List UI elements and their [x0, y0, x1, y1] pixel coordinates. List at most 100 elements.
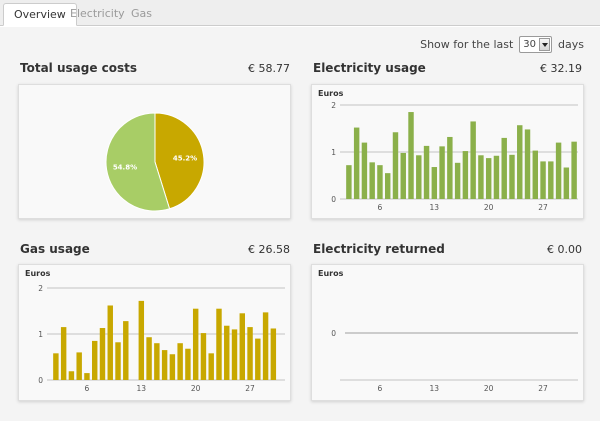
x-tick-label: 27 — [245, 384, 255, 393]
x-tick-label: 13 — [430, 203, 440, 212]
tab-electricity[interactable]: Electricity — [70, 7, 125, 20]
period-selector: Show for the last 30 days — [420, 36, 584, 53]
chevron-down-icon[interactable] — [539, 38, 551, 51]
bar — [169, 354, 176, 380]
bar — [185, 348, 191, 380]
bar — [431, 167, 438, 199]
bar — [224, 325, 230, 380]
bar — [123, 321, 129, 380]
y-axis-title: Euros — [318, 269, 344, 278]
bar — [454, 162, 461, 199]
x-tick-label: 6 — [378, 384, 383, 393]
bar — [146, 337, 152, 380]
bar — [478, 155, 484, 199]
bar — [346, 165, 352, 199]
bar — [84, 373, 90, 380]
electricity-returned-chart: Euros 0 6 13 20 27 — [311, 264, 584, 401]
pie-slice — [154, 112, 205, 210]
bar — [60, 327, 67, 380]
bar — [416, 155, 422, 199]
bar — [107, 305, 113, 380]
bar — [439, 146, 445, 199]
bar — [361, 142, 368, 199]
y-tick-label: 0 — [38, 376, 43, 385]
bar — [501, 137, 507, 199]
total-costs-chart: 45.2% 54.8% — [18, 84, 291, 219]
bar — [517, 125, 523, 199]
period-suffix-label: days — [558, 38, 584, 51]
total-costs-pie-chart: 45.2% 54.8% — [105, 112, 205, 212]
bar — [91, 340, 98, 380]
y-tick-label: 1 — [331, 148, 336, 157]
bar — [231, 329, 238, 380]
bar — [548, 161, 554, 199]
bar — [392, 132, 399, 199]
x-tick-label: 6 — [85, 384, 90, 393]
bar — [384, 173, 391, 199]
gas-usage-title: Gas usage — [20, 242, 90, 256]
tab-overview[interactable]: Overview — [3, 3, 77, 26]
x-tick-label: 13 — [430, 384, 440, 393]
bar — [555, 142, 562, 199]
x-tick-label: 27 — [538, 384, 548, 393]
bar — [115, 342, 121, 380]
bar — [524, 129, 531, 199]
y-axis-title: Euros — [25, 269, 51, 278]
bar — [53, 353, 59, 380]
bar — [68, 371, 75, 380]
bar — [369, 162, 375, 199]
bar — [423, 145, 430, 199]
bar — [470, 121, 476, 199]
bar — [447, 136, 453, 199]
electricity-returned-line-chart: Euros 0 6 13 20 27 — [318, 269, 578, 393]
bar — [377, 165, 383, 199]
y-tick-label: 2 — [38, 284, 43, 293]
electricity-usage-amount: € 32.19 — [540, 62, 582, 75]
x-tick-label: 6 — [378, 203, 383, 212]
bar — [247, 327, 253, 380]
bar — [353, 127, 360, 199]
total-costs-title: Total usage costs — [20, 61, 138, 75]
electricity-usage-chart: Euros 0 1 2 6 13 20 27 — [311, 84, 584, 219]
bar — [255, 338, 261, 380]
bar — [154, 343, 160, 380]
bar — [216, 308, 222, 380]
bar — [571, 141, 577, 199]
bar — [161, 350, 168, 380]
bar — [200, 333, 207, 380]
bar — [408, 112, 414, 199]
days-select[interactable]: 30 — [519, 36, 553, 53]
bar — [532, 150, 539, 199]
gas-bar-chart: Euros 0 1 2 6 13 20 27 — [25, 269, 285, 393]
gas-usage-chart: Euros 0 1 2 6 13 20 27 — [18, 264, 291, 401]
x-tick-label: 20 — [484, 203, 494, 212]
bar — [563, 167, 570, 199]
electricity-bar-chart: Euros 0 1 2 6 13 20 27 — [318, 89, 578, 212]
bar — [270, 328, 277, 380]
electricity-returned-amount: € 0.00 — [547, 243, 582, 256]
bar — [485, 158, 492, 199]
bar — [509, 154, 515, 199]
x-tick-label: 20 — [191, 384, 201, 393]
bar — [138, 300, 145, 380]
electricity-returned-title: Electricity returned — [313, 242, 445, 256]
bar — [239, 313, 246, 380]
bar — [400, 152, 406, 199]
total-costs-amount: € 58.77 — [248, 62, 290, 75]
y-tick-label: 0 — [331, 329, 336, 338]
tab-bar: Overview Electricity Gas — [0, 0, 600, 26]
days-select-value: 30 — [523, 39, 537, 50]
x-tick-label: 27 — [538, 203, 548, 212]
period-prefix-label: Show for the last — [420, 38, 514, 51]
y-tick-label: 2 — [331, 101, 336, 110]
bar — [177, 343, 183, 380]
tab-gas[interactable]: Gas — [131, 7, 152, 20]
bar — [192, 308, 199, 380]
bar — [99, 328, 106, 380]
bar — [540, 161, 546, 199]
y-tick-label: 1 — [38, 330, 43, 339]
y-axis-title: Euros — [318, 89, 344, 98]
electricity-usage-title: Electricity usage — [313, 61, 426, 75]
pie-slice — [105, 112, 171, 212]
gas-usage-amount: € 26.58 — [248, 243, 290, 256]
